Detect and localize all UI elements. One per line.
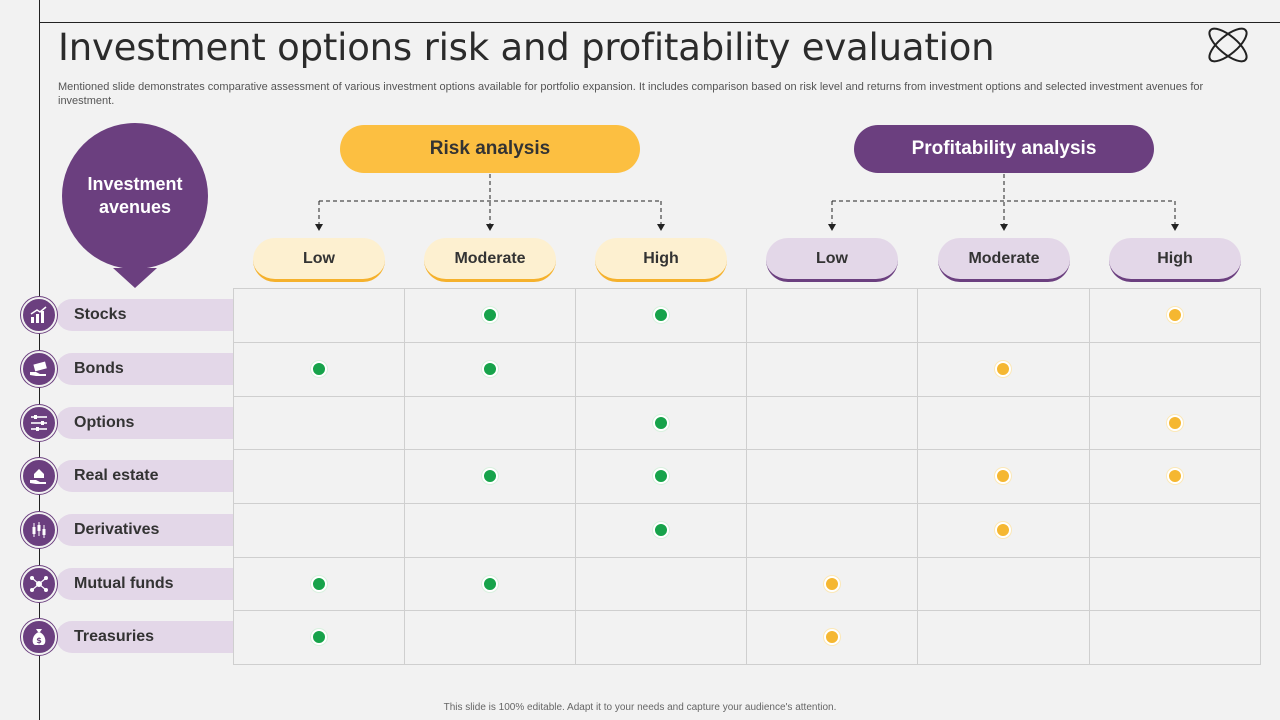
profit-indicator-dot: [1167, 415, 1183, 431]
row-label-mutual-funds: Mutual funds: [56, 568, 233, 600]
investment-avenues-circle: Investment avenues: [62, 123, 208, 269]
row-label-treasuries: Treasuries: [56, 621, 233, 653]
money-bag-icon: $: [21, 619, 57, 655]
circle-pointer: [113, 268, 157, 288]
chart-icon: [21, 297, 57, 333]
risk-indicator-dot: [482, 468, 498, 484]
row-label-text: Stocks: [74, 306, 127, 323]
slide-description: Mentioned slide demonstrates comparative…: [58, 81, 1204, 107]
profit-level-moderate: Moderate: [938, 238, 1070, 282]
atom-logo-icon: [1208, 27, 1248, 63]
grid-row-divider: [233, 503, 1261, 504]
grid-row-divider: [233, 557, 1261, 558]
risk-indicator-dot: [653, 415, 669, 431]
row-label-options: Options: [56, 407, 233, 439]
row-label-stocks: Stocks: [56, 299, 233, 331]
risk-indicator-dot: [653, 307, 669, 323]
risk-indicator-dot: [311, 629, 327, 645]
risk-level-high: High: [595, 238, 727, 282]
profit-indicator-dot: [1167, 468, 1183, 484]
grid-col-divider: [1089, 288, 1090, 665]
row-label-real-estate: Real estate: [56, 460, 233, 492]
grid-col-divider: [575, 288, 576, 665]
profitability-analysis-header: Profitability analysis: [854, 125, 1154, 173]
network-icon: [21, 566, 57, 602]
grid-col-divider: [917, 288, 918, 665]
risk-indicator-dot: [482, 576, 498, 592]
grid-col-divider: [404, 288, 405, 665]
candlestick-icon: [21, 512, 57, 548]
risk-indicator-dot: [482, 361, 498, 377]
risk-indicator-dot: [653, 468, 669, 484]
row-label-text: Treasuries: [74, 628, 155, 645]
row-label-bonds: Bonds: [56, 353, 233, 385]
grid-row-divider: [233, 610, 1261, 611]
footer-note: This slide is 100% editable. Adapt it to…: [443, 702, 837, 713]
risk-indicator-dot: [311, 576, 327, 592]
risk-indicator-dot: [482, 307, 498, 323]
risk-indicator-dot: [311, 361, 327, 377]
profit-indicator-dot: [995, 522, 1011, 538]
profit-indicator-dot: [1167, 307, 1183, 323]
profit-level-low: Low: [766, 238, 898, 282]
row-label-derivatives: Derivatives: [56, 514, 233, 546]
grid-row-divider: [233, 342, 1261, 343]
row-label-text: Derivatives: [74, 521, 160, 538]
grid-row-divider: [233, 449, 1261, 450]
risk-analysis-header: Risk analysis: [340, 125, 640, 173]
grid-col-divider: [746, 288, 747, 665]
grid-row-divider: [233, 396, 1261, 397]
profit-indicator-dot: [824, 629, 840, 645]
risk-level-low: Low: [253, 238, 385, 282]
sliders-icon: [21, 405, 57, 441]
house-hand-icon: [21, 458, 57, 494]
row-label-text: Real estate: [74, 467, 159, 484]
svg-text:$: $: [36, 636, 42, 645]
profit-indicator-dot: [995, 468, 1011, 484]
page-title: Investment options risk and profitabilit…: [58, 26, 995, 69]
row-label-text: Mutual funds: [74, 575, 174, 592]
row-label-text: Bonds: [74, 360, 124, 377]
risk-level-moderate: Moderate: [424, 238, 556, 282]
risk-indicator-dot: [653, 522, 669, 538]
evaluation-grid: [233, 288, 1261, 665]
investment-avenues-label: Investment avenues: [87, 174, 183, 217]
row-label-text: Options: [74, 414, 135, 431]
profit-indicator-dot: [995, 361, 1011, 377]
profit-indicator-dot: [824, 576, 840, 592]
profit-level-high: High: [1109, 238, 1241, 282]
money-hand-icon: [21, 351, 57, 387]
top-divider-line: [39, 22, 1280, 23]
